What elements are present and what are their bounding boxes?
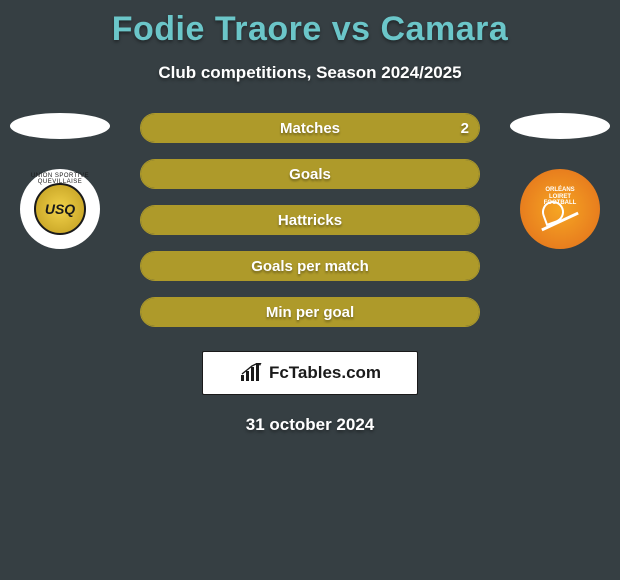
club-badge-right: ORLÉANS LOIRET FOOTBALL bbox=[520, 169, 600, 249]
stat-fill-left bbox=[141, 206, 310, 234]
stat-fill-left bbox=[141, 252, 310, 280]
stat-row: Matches2 bbox=[140, 113, 480, 143]
player-right-ellipse bbox=[510, 113, 610, 139]
club-badge-left: UNION SPORTIVE QUEVILLAISE USQ bbox=[20, 169, 100, 249]
stat-row: Goals bbox=[140, 159, 480, 189]
brand-box: FcTables.com bbox=[202, 351, 418, 395]
brand-text: FcTables.com bbox=[269, 363, 381, 383]
club-right-line2: LOIRET bbox=[549, 194, 571, 200]
comparison-chart: UNION SPORTIVE QUEVILLAISE USQ ORLÉANS L… bbox=[0, 113, 620, 333]
stat-row: Goals per match bbox=[140, 251, 480, 281]
stat-fill-right bbox=[310, 298, 479, 326]
stat-fill-right bbox=[310, 160, 479, 188]
stat-fill-left bbox=[141, 298, 310, 326]
club-right-inner: ORLÉANS LOIRET FOOTBALL bbox=[532, 181, 588, 237]
stat-fill-right bbox=[310, 206, 479, 234]
page-subtitle: Club competitions, Season 2024/2025 bbox=[0, 63, 620, 83]
stat-value-right: 2 bbox=[461, 114, 469, 142]
player-left-ellipse bbox=[10, 113, 110, 139]
club-left-ring-text: UNION SPORTIVE QUEVILLAISE bbox=[20, 173, 100, 185]
stat-fill-right bbox=[310, 252, 479, 280]
stat-fill-right bbox=[141, 114, 479, 142]
stat-row: Hattricks bbox=[140, 205, 480, 235]
stat-fill-left bbox=[141, 160, 310, 188]
stat-row: Min per goal bbox=[140, 297, 480, 327]
club-left-inner: USQ bbox=[34, 183, 86, 235]
brand-chart-icon bbox=[239, 363, 263, 383]
club-right-line1: ORLÉANS bbox=[545, 187, 574, 193]
page-title: Fodie Traore vs Camara bbox=[0, 0, 620, 49]
stat-bars: Matches2 Goals Hattricks Goals per match Min… bbox=[140, 113, 480, 343]
generated-date: 31 october 2024 bbox=[0, 415, 620, 435]
